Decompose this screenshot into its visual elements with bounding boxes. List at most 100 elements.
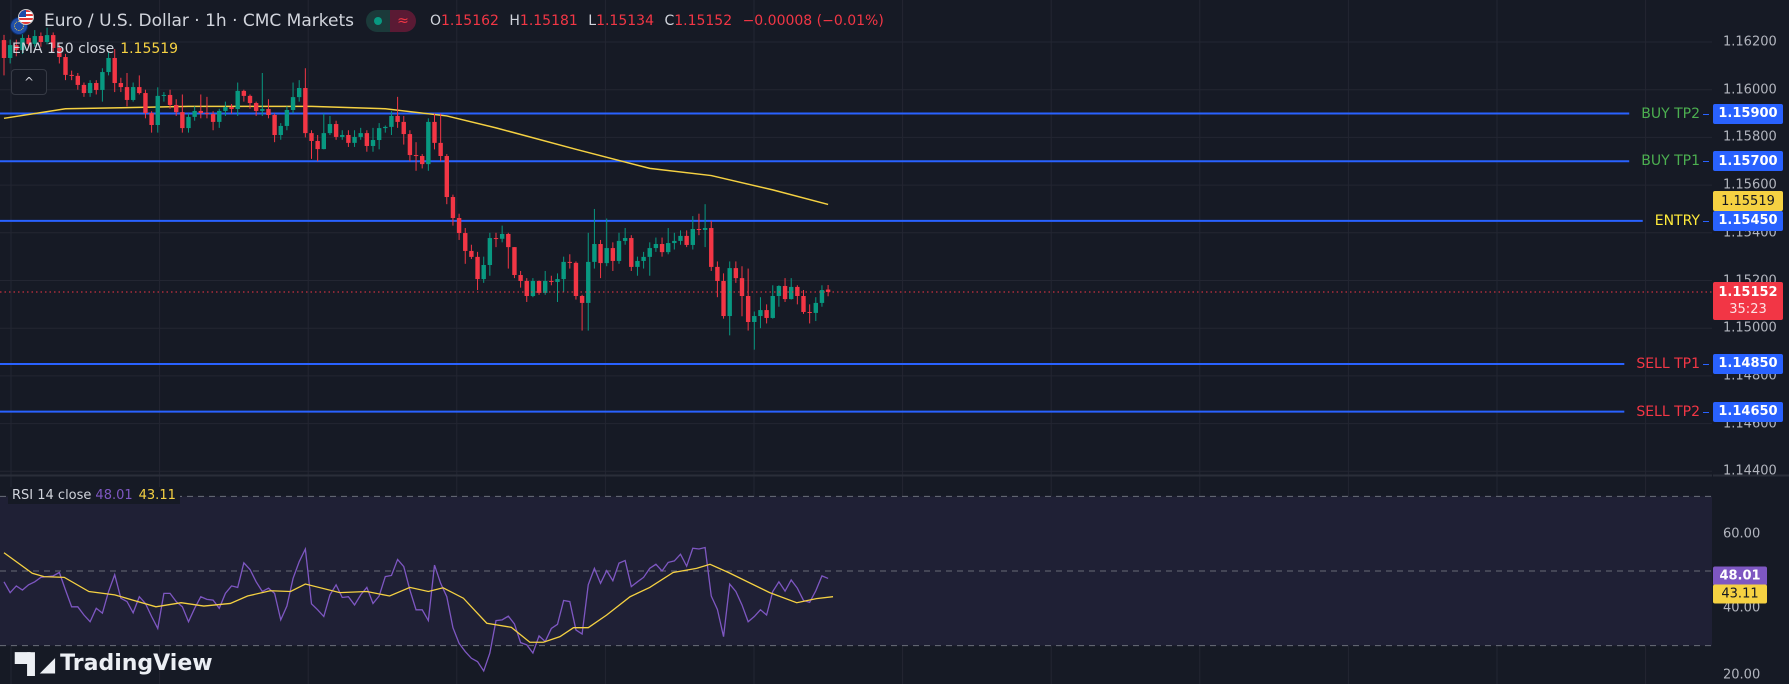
candle-up [217, 110, 222, 122]
collapse-legend-button[interactable]: ^ [11, 69, 47, 95]
candle-up [290, 97, 296, 110]
candle-down [174, 104, 179, 113]
symbol-title[interactable]: Euro / U.S. Dollar · 1h · CMC Markets [44, 11, 354, 31]
candle-down [721, 280, 726, 317]
candle-down [333, 124, 339, 137]
candle-down [407, 134, 413, 156]
rsi-ma-value-badge: 43.11 [1713, 584, 1767, 604]
rsi-legend-value: 48.01 [95, 488, 133, 503]
candle-up [297, 88, 302, 98]
candle-up [370, 140, 376, 146]
current-price-value: 1.15152 [1718, 284, 1778, 300]
level-price-badge: 1.15900 [1713, 103, 1783, 124]
tradingview-logo-text: TradingView [60, 651, 213, 676]
candle-up [561, 261, 566, 280]
candle-up [44, 35, 50, 42]
candle-up [20, 37, 25, 51]
candle-down [14, 45, 19, 51]
level-label: SELL TP1 [1636, 355, 1700, 372]
candle-down [709, 228, 714, 267]
rsi-band-fill [0, 496, 1712, 646]
ema-line [3, 105, 829, 206]
candle-down [432, 121, 437, 143]
candle-up [481, 264, 486, 280]
candle-down [81, 84, 87, 94]
candle-up [702, 228, 708, 230]
candle-up [155, 95, 160, 125]
ema-legend-value: 1.15519 [120, 41, 179, 57]
rsi-lines [3, 546, 834, 673]
rsi-legend[interactable]: RSI 14 close 48.01 43.11 [8, 487, 180, 504]
ohlc-values: O1.15162 H1.15181 L1.15134 C1.15152 −0.0… [430, 13, 890, 29]
candle-down [1, 40, 7, 58]
level-label: BUY TP1 [1641, 153, 1700, 170]
tradingview-logo[interactable]: ▀▌◢ TradingView [15, 651, 213, 676]
candle-down [493, 238, 499, 240]
candle-down [684, 235, 689, 245]
candle-down [463, 233, 468, 251]
candle-down [69, 74, 74, 76]
candle-down [801, 296, 806, 312]
candle-down [733, 268, 739, 279]
level-dash [1703, 113, 1709, 115]
open-value: 1.15162 [441, 13, 499, 29]
candle-down [610, 248, 616, 261]
ema-legend[interactable]: EMA 150 close 1.15519 [12, 41, 178, 57]
candle-up [130, 87, 136, 100]
rsi-ma-line [3, 552, 834, 643]
candle-down [57, 47, 62, 58]
candle-down [315, 140, 320, 150]
candle-down [401, 121, 406, 135]
level-label: SELL TP2 [1636, 403, 1700, 420]
candle-down [198, 110, 203, 114]
candle-down [38, 36, 44, 42]
candle-down [364, 133, 370, 146]
candle-down [204, 113, 210, 115]
candle-down [579, 296, 585, 303]
rsi-legend-label: RSI 14 close [12, 488, 92, 503]
candle-down [26, 37, 31, 44]
candle-up [426, 121, 431, 165]
candle-down [253, 103, 259, 111]
candle-up [789, 286, 794, 300]
candle-up [555, 279, 560, 282]
candle-up [106, 57, 111, 73]
market-status-pill[interactable]: ≈ [365, 10, 416, 32]
rsi-ma-legend-value: 43.11 [138, 488, 176, 503]
candle-down [346, 135, 351, 143]
candle-up [376, 128, 382, 141]
candle-down [807, 311, 812, 313]
level-price-badge: 1.15450 [1713, 210, 1783, 231]
candle-down [764, 310, 769, 318]
candle-down [456, 218, 462, 234]
candle-down [475, 256, 480, 280]
approx-equal-icon[interactable]: ≈ [389, 10, 416, 32]
open-label: O [429, 13, 442, 29]
ema-150-line [3, 105, 829, 206]
candle-down [629, 238, 634, 267]
candle-down [167, 94, 173, 105]
candle-down [573, 262, 579, 297]
candle-up [592, 244, 597, 262]
candle-down [444, 156, 449, 198]
candle-up [186, 116, 191, 129]
level-label: ENTRY [1654, 212, 1700, 229]
rsi-tick: 40.00 [1723, 600, 1761, 616]
candles [1, 27, 831, 350]
level-dash [1703, 161, 1709, 163]
price-tick: 1.14400 [1723, 463, 1777, 479]
candle-up [499, 233, 505, 239]
market-open-dot-icon[interactable] [365, 10, 390, 32]
candle-down [438, 142, 443, 157]
candle-up [813, 302, 818, 313]
candle-up [327, 124, 333, 134]
candle-up [161, 94, 167, 96]
rsi-tick: 60.00 [1723, 526, 1761, 542]
candle-up [32, 36, 37, 44]
price-tick: 1.16000 [1723, 82, 1777, 98]
candle-up [758, 310, 763, 317]
candle-up [321, 133, 326, 150]
candle-up [616, 240, 622, 261]
close-value: 1.15152 [674, 13, 733, 29]
